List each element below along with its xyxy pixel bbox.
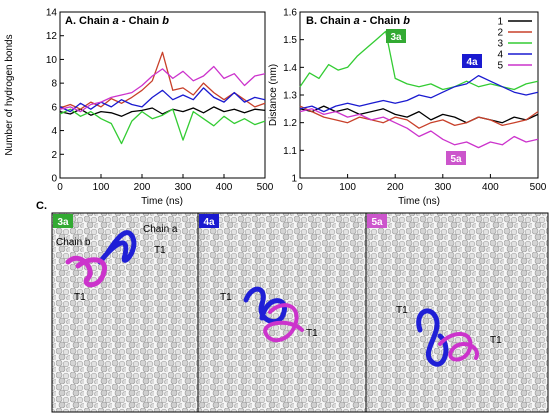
- annotation-3a-box: [386, 29, 406, 43]
- panel-b-ytick-label: 1.3: [283, 91, 297, 102]
- panel-a-ytick-label: 2: [51, 150, 57, 161]
- snapshot-5a-tag: 5a: [371, 217, 383, 228]
- panel-b-title-part-4: b: [403, 15, 410, 27]
- panel-a-ytick-label: 4: [51, 126, 57, 137]
- panel-a-xtick-label: 300: [175, 182, 192, 193]
- panel-a-series-5-line: [59, 65, 266, 113]
- snapshot-5a-tag-box: [367, 214, 387, 228]
- panel-b-xtick-label: 200: [387, 182, 404, 193]
- panel-a-xlabel: Time (ns): [141, 196, 183, 207]
- panel-a-series-3-line: [59, 108, 266, 145]
- panel-b-lines: [299, 30, 539, 149]
- snapshot-4a-tag-box: [199, 214, 219, 228]
- legend-entry-2-label: 2: [497, 28, 503, 39]
- snapshot-4a: 4a T1 T1: [197, 212, 367, 413]
- panel-b-ytick-label: 1.2: [283, 118, 297, 129]
- panel-a-ylabel: Number of hydrogen bonds: [4, 34, 15, 155]
- panel-b-ytick-label: 1.4: [283, 63, 297, 74]
- panel-a-ytick-label: 12: [46, 31, 58, 42]
- panel-b-xlabel: Time (ns): [398, 196, 440, 207]
- snapshot-5a-membrane: [365, 212, 549, 413]
- panel-a-xtick-label: 400: [216, 182, 233, 193]
- panel-b-xtick-label: 300: [434, 182, 451, 193]
- snapshot-4a-chain-a-ribbon: [243, 286, 287, 325]
- panel-a-series-4-line: [59, 87, 266, 113]
- panel-c: C. 3a Chain b Chain a T1 T1 4a T1 T1: [36, 200, 549, 413]
- annotation-4a-box: [462, 54, 482, 68]
- panel-a-lines: [59, 51, 266, 145]
- panel-b-xtick-label: 400: [482, 182, 499, 193]
- snapshot-3a-label-chain-b: Chain b: [56, 237, 91, 248]
- snapshot-3a: 3a Chain b Chain a T1 T1: [51, 212, 199, 413]
- panel-a-title: A. Chain a - Chain b: [65, 15, 169, 27]
- snapshot-5a-label-t1-left: T1: [396, 305, 408, 316]
- panel-a-title-part-3: - Chain: [119, 15, 162, 27]
- annotation-3a-label: 3a: [390, 32, 402, 43]
- panel-a-ytick-label: 10: [46, 55, 58, 66]
- panel-a-title-part-4: b: [162, 15, 169, 27]
- panel-a-ytick-label: 6: [51, 102, 57, 113]
- snapshot-4a-chain-b-ribbon: [263, 303, 304, 343]
- panel-c-title: C.: [36, 200, 47, 212]
- panel-b-ytick-label: 1.1: [283, 146, 297, 157]
- snapshot-5a-chain-b-ribbon: [438, 332, 479, 362]
- panel-b-xtick-label: 500: [530, 182, 547, 193]
- panel-b-xtick-label: 100: [339, 182, 356, 193]
- panel-b-xtick-label: 0: [297, 182, 303, 193]
- snapshot-3a-tag: 3a: [57, 217, 69, 228]
- legend-entry-3-label: 3: [497, 39, 503, 50]
- panel-b-title-part-2: a: [354, 15, 360, 27]
- panel-b-series-3-line: [299, 30, 539, 91]
- panel-b-ytick-label: 1: [291, 174, 297, 185]
- panel-b-title-part-1: B. Chain: [306, 15, 354, 27]
- snapshot-4a-label-t1-right: T1: [306, 328, 318, 339]
- panel-b-series-2-line: [299, 105, 539, 129]
- legend-entry-5-label: 5: [497, 61, 503, 72]
- snapshot-3a-tag-box: [53, 214, 73, 228]
- panel-a-ytick-label: 14: [46, 8, 58, 19]
- panel-b-series-5-line: [299, 108, 539, 149]
- panel-b-ytick-label: 1.5: [283, 35, 297, 46]
- panel-a-ytick-label: 0: [51, 174, 57, 185]
- panel-a-ytick-label: 8: [51, 79, 57, 90]
- panel-b-ylabel: Distance (nm): [268, 64, 279, 126]
- panel-a-xtick-label: 0: [57, 182, 63, 193]
- legend-entry-4-label: 4: [497, 50, 503, 61]
- annotation-4a-label: 4a: [466, 57, 478, 68]
- panel-b-ticks: 0 100 200 300 400 500 1 1.1 1.2 1.3 1.4 1.5 1.6: [283, 8, 547, 194]
- panel-a-title-part-1: A. Chain: [65, 15, 113, 27]
- panel-b-series-1-line: [299, 105, 539, 124]
- snapshot-5a-chain-a-ribbon: [416, 308, 449, 367]
- panel-b-series-4-line: [299, 74, 539, 113]
- legend-entry-1-label: 1: [497, 17, 503, 28]
- panel-a-xtick-label: 500: [257, 182, 274, 193]
- snapshot-3a-label-t1-left: T1: [74, 292, 86, 303]
- snapshot-3a-label-chain-a: Chain a: [143, 224, 178, 235]
- panel-a-title-part-2: a: [113, 15, 119, 27]
- panel-a-frame: [59, 11, 266, 179]
- annotation-5a-label: 5a: [450, 154, 462, 165]
- panel-b-title: B. Chain a - Chain b: [306, 15, 410, 27]
- panel-b: B. Chain a - Chain b Time (ns) Distance …: [268, 8, 547, 208]
- panel-b-ytick-label: 1.6: [283, 8, 297, 19]
- panel-a: A. Chain a - Chain b Time (ns) Number of…: [4, 8, 274, 208]
- snapshot-5a: 5a T1 T1: [365, 212, 549, 413]
- panel-b-title-part-3: - Chain: [360, 15, 403, 27]
- snapshot-5a-label-t1-right: T1: [490, 335, 502, 346]
- snapshot-3a-label-t1-right: T1: [154, 245, 166, 256]
- snapshot-4a-label-t1-left: T1: [220, 292, 232, 303]
- panel-a-xtick-label: 200: [134, 182, 151, 193]
- snapshot-3a-chain-b-ribbon: [65, 255, 108, 288]
- panel-a-xtick-label: 100: [93, 182, 110, 193]
- snapshot-3a-chain-a-ribbon: [97, 230, 137, 265]
- snapshot-4a-tag: 4a: [203, 217, 215, 228]
- annotation-5a-box: [446, 151, 466, 165]
